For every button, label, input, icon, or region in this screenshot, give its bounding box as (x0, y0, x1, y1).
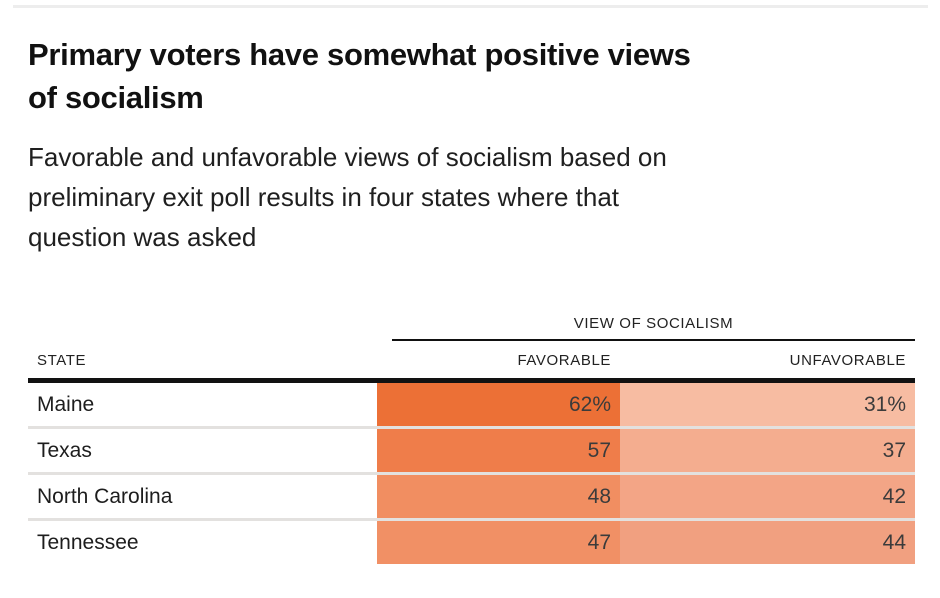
unfavorable-cell: 42 (620, 475, 915, 518)
table-row: North Carolina 48 42 (28, 472, 915, 518)
state-cell: Tennessee (28, 521, 377, 564)
table-row: Texas 57 37 (28, 426, 915, 472)
column-header-unfavorable: UNFAVORABLE (789, 352, 906, 369)
chart-title-line2: of socialism (28, 80, 204, 115)
unfavorable-cell: 31% (620, 383, 915, 426)
chart-subtitle-line1: Favorable and unfavorable views of socia… (28, 142, 667, 172)
chart-subtitle: Favorable and unfavorable views of socia… (28, 137, 940, 257)
poll-table: VIEW OF SOCIALISM STATE FAVORABLE UNFAVO… (28, 310, 915, 564)
chart-subtitle-line2: preliminary exit poll results in four st… (28, 182, 620, 212)
column-group-header: VIEW OF SOCIALISM (392, 310, 915, 341)
favorable-cell: 47 (377, 521, 620, 564)
chart-title: Primary voters have somewhat positive vi… (28, 33, 940, 119)
table-rows: Maine 62% 31% Texas 57 37 North Carolina 48 42 Te… (28, 383, 915, 564)
state-cell: Texas (28, 429, 377, 472)
state-cell: North Carolina (28, 475, 377, 518)
table-row: Maine 62% 31% (28, 383, 915, 426)
unfavorable-cell: 37 (620, 429, 915, 472)
favorable-cell: 62% (377, 383, 620, 426)
chart-subtitle-line3: question was asked (28, 222, 257, 252)
column-header-state: STATE (37, 352, 87, 369)
column-group-spacer (28, 310, 392, 341)
unfavorable-cell: 44 (620, 521, 915, 564)
state-cell: Maine (28, 383, 377, 426)
top-divider (13, 5, 928, 8)
table-row: Tennessee 47 44 (28, 518, 915, 564)
column-group-row: VIEW OF SOCIALISM (28, 310, 915, 341)
column-header-favorable: FAVORABLE (517, 352, 611, 369)
favorable-cell: 48 (377, 475, 620, 518)
header-rule (28, 378, 915, 383)
chart-title-line1: Primary voters have somewhat positive vi… (28, 37, 691, 72)
table-header-row: STATE FAVORABLE UNFAVORABLE (28, 341, 915, 378)
favorable-cell: 57 (377, 429, 620, 472)
